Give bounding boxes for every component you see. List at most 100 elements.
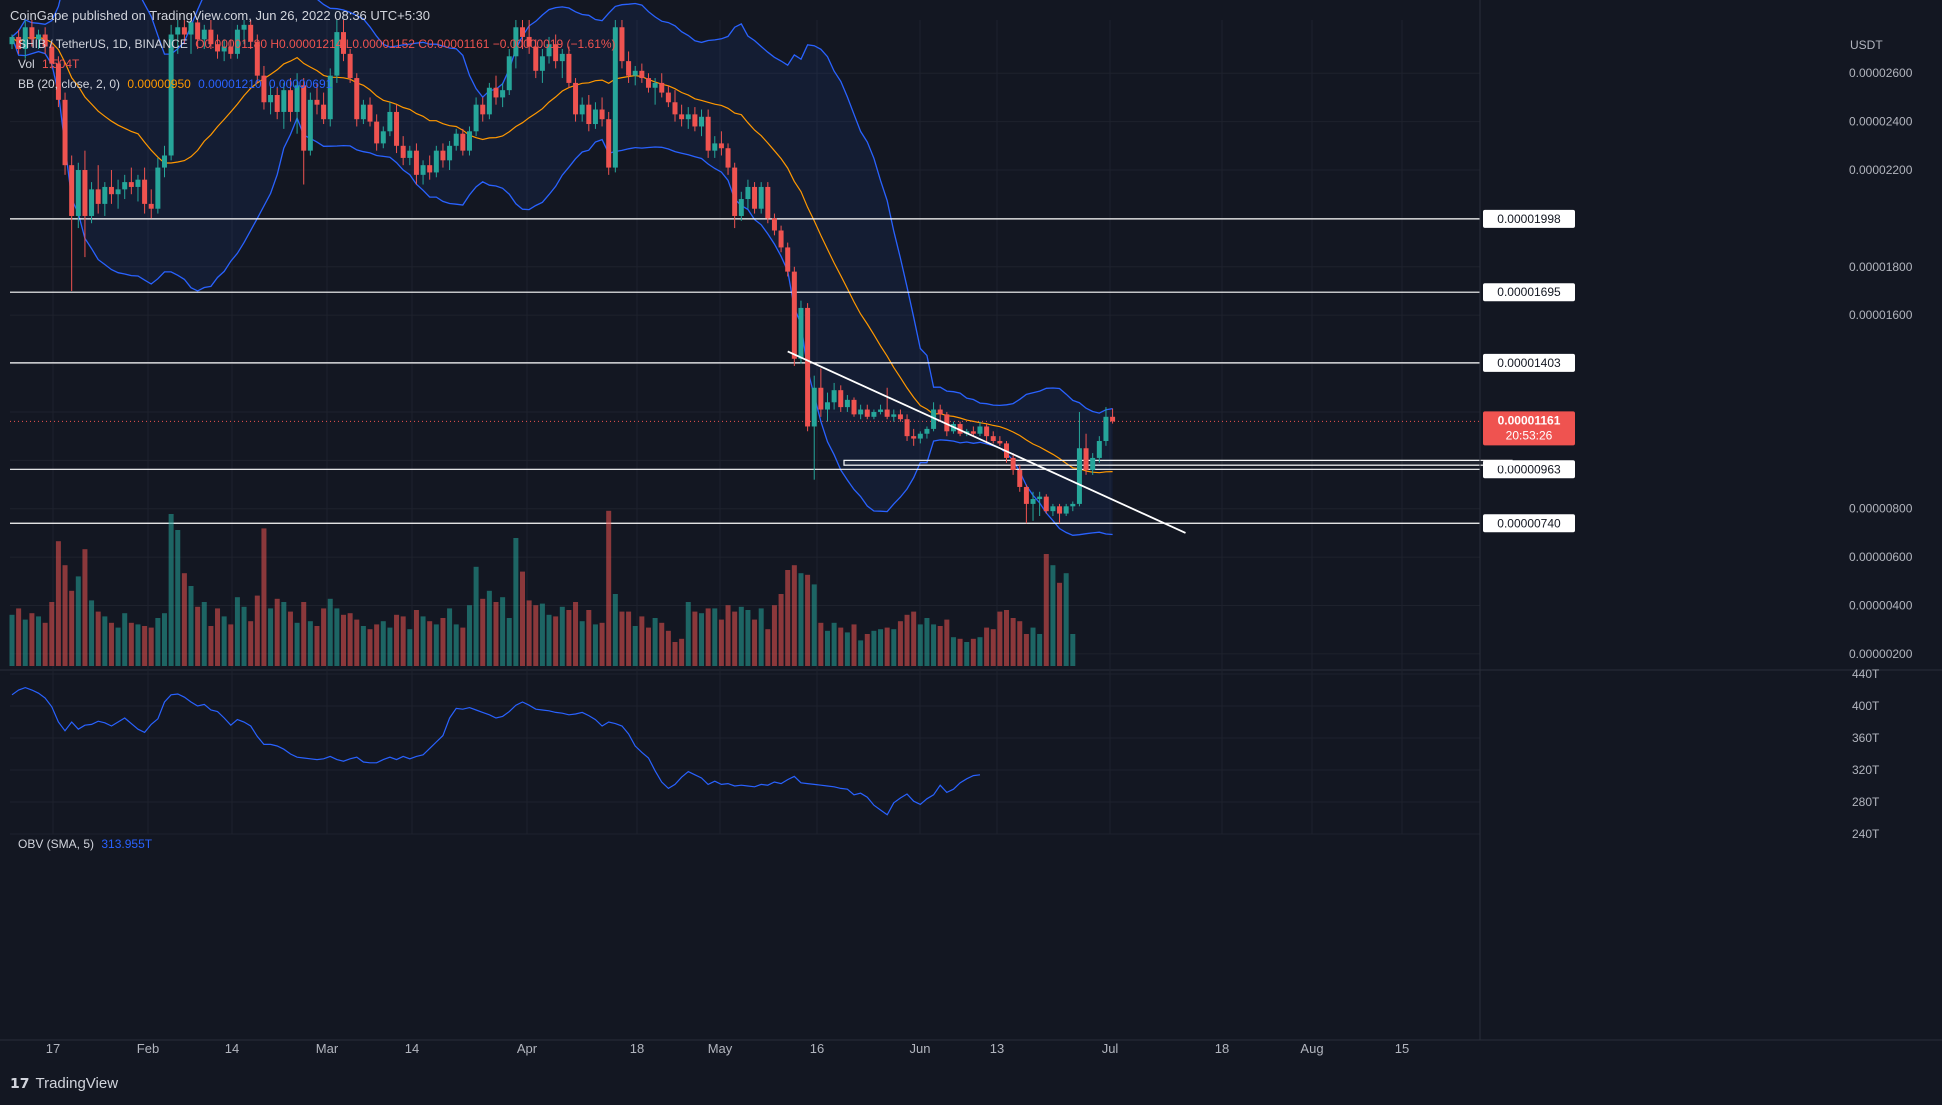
volume-bar — [1010, 618, 1016, 666]
legend-volume-row: Vol 1.504T — [18, 57, 83, 71]
candle-body — [1063, 506, 1069, 514]
candle-body — [374, 121, 380, 144]
volume-bar — [672, 642, 678, 666]
candle-body — [970, 431, 976, 434]
volume-bar — [128, 622, 134, 666]
obv-axis-tick: 360T — [1852, 731, 1880, 745]
volume-bar — [612, 594, 618, 666]
volume-bar — [347, 613, 353, 666]
candle-body — [566, 53, 572, 83]
obv-line — [11, 686, 981, 816]
price-axis-tick: 0.00001600 — [1849, 308, 1913, 322]
volume-bar — [970, 638, 976, 666]
volume-bar — [679, 638, 685, 666]
candle-body — [287, 90, 293, 112]
candle-body — [360, 104, 366, 120]
candle-body — [175, 27, 181, 35]
candle-body — [314, 99, 320, 105]
candle-body — [699, 116, 705, 127]
volume-bar — [592, 624, 598, 666]
candle-body — [221, 46, 227, 52]
candle-body — [1017, 470, 1023, 487]
candle-body — [586, 104, 592, 125]
volume-bar — [685, 602, 691, 666]
volume-bar — [108, 622, 114, 666]
candle-body — [307, 99, 313, 151]
tradingview-logo-icon: 𝟭𝟳 — [10, 1075, 30, 1091]
candlesticks — [9, 20, 1116, 524]
candle-body — [785, 247, 791, 272]
candle-body — [261, 75, 267, 103]
candle-body — [294, 85, 300, 112]
trendline-drawing — [787, 350, 1186, 534]
candle-body — [75, 170, 81, 216]
candle-body — [778, 230, 784, 248]
volume-bar — [281, 602, 287, 666]
volume-bar — [1050, 565, 1056, 666]
candle-body — [957, 424, 963, 434]
obv-axis-tick: 440T — [1852, 667, 1880, 681]
level-label-text: 0.00001695 — [1497, 285, 1561, 299]
candle-body — [254, 41, 260, 76]
volume-bar — [241, 606, 247, 666]
legend-obv-label[interactable]: OBV (SMA, 5) — [18, 837, 95, 851]
volume-bar — [725, 605, 731, 666]
legend-vol-label[interactable]: Vol — [18, 57, 35, 71]
volume-bar — [851, 624, 857, 666]
price-axis-tick: 0.00000200 — [1849, 647, 1913, 661]
price-axis-tick: 0.00002600 — [1849, 66, 1913, 80]
volume-bar — [168, 514, 174, 666]
price-axis-tick: 0.00000600 — [1849, 550, 1913, 564]
volume-bar — [758, 608, 764, 666]
legend-symbol[interactable]: SHIB / TetherUS, 1D, BINANCE — [18, 37, 188, 51]
volume-bar — [155, 618, 161, 666]
level-label-box — [1483, 514, 1575, 533]
volume-bar — [148, 627, 154, 666]
candle-body — [805, 307, 811, 427]
tradingview-footer[interactable]: 𝟭𝟳 TradingView — [10, 1075, 118, 1092]
volume-bar — [606, 510, 612, 666]
legend-symbol-row: SHIB / TetherUS, 1D, BINANCE O0.00001180… — [18, 37, 620, 51]
candle-body — [1043, 496, 1049, 512]
price-axis-tick: 0.00002200 — [1849, 163, 1913, 177]
candle-body — [161, 155, 167, 168]
candle-body — [128, 182, 134, 187]
legend-bb-label[interactable]: BB (20, close, 2, 0) — [18, 77, 121, 91]
volume-bar — [566, 610, 572, 666]
volume-bar — [811, 584, 817, 666]
candle-body — [712, 143, 718, 151]
candle-body — [811, 387, 817, 427]
candle-body — [321, 104, 327, 120]
volume-bar — [387, 627, 393, 666]
volume-bar — [341, 614, 346, 666]
volume-bar — [526, 600, 532, 666]
volume-bar — [413, 610, 419, 666]
candle-body — [102, 186, 108, 204]
candle-body — [513, 27, 519, 57]
candle-body — [904, 419, 910, 437]
candle-body — [466, 131, 472, 151]
volume-bar — [1017, 621, 1023, 666]
candle-body — [440, 150, 446, 161]
candle-body — [878, 409, 884, 412]
volume-bar — [984, 627, 990, 666]
candle-body — [1090, 457, 1096, 471]
candle-body — [493, 87, 499, 98]
volume-bar — [579, 621, 585, 666]
volume-bar — [904, 614, 910, 666]
volume-bar — [619, 611, 625, 666]
candle-body — [864, 409, 870, 417]
candle-body — [341, 32, 346, 54]
volume-bar — [937, 626, 943, 666]
candle-body — [334, 32, 340, 76]
volume-bar — [990, 629, 996, 666]
candle-body — [858, 409, 864, 415]
candle-body — [9, 36, 15, 45]
legend-bb-mid: 0.00000950 — [127, 77, 191, 91]
volume-bar — [1063, 573, 1069, 666]
candle-body — [241, 24, 247, 30]
level-label-box — [1483, 283, 1575, 302]
candle-body — [208, 29, 214, 45]
volume-bar — [480, 598, 486, 666]
